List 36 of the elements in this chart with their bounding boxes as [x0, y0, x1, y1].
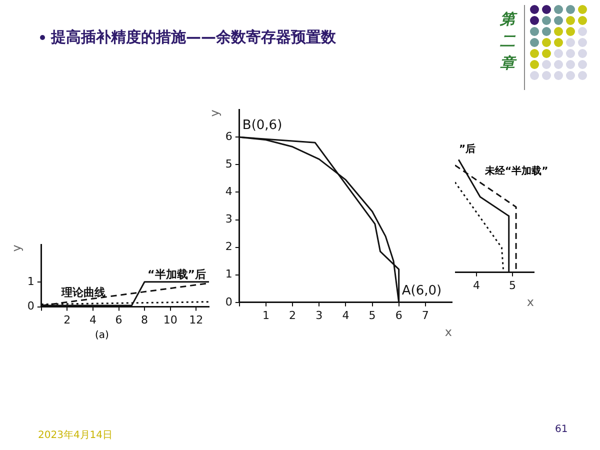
y-tick-label: 5: [225, 158, 232, 171]
x-tick-label: 10: [163, 313, 178, 326]
y-tick-label: 2: [225, 240, 232, 254]
text: 61: [555, 424, 568, 435]
y-tick-label: 0: [225, 295, 232, 308]
x-axis-title: x: [444, 324, 452, 339]
text: ”后: [459, 142, 476, 156]
x-tick-label: 7: [422, 308, 429, 322]
y-tick-label: 4: [225, 185, 232, 198]
x-tick-label: 4: [89, 313, 96, 326]
y-tick-label: 3: [225, 212, 232, 226]
text: 第二章: [500, 9, 516, 74]
x-tick-label: 1: [262, 308, 270, 322]
series-label: “半加载”后: [148, 268, 206, 281]
y-tick-label: 6: [225, 130, 232, 143]
x-tick-label: 5: [368, 308, 376, 322]
chart-title: 提高插补精度的措施——余数寄存器预置数: [50, 28, 336, 47]
x-tick-label: 4: [342, 308, 350, 322]
annotation: B(0,6): [242, 118, 282, 134]
series-label: 理论曲线: [60, 286, 106, 299]
x-tick-label: 6: [115, 313, 122, 326]
x-tick-label: 2: [64, 313, 71, 326]
y-axis-title: y: [9, 244, 24, 252]
text: 2023年4月14日: [38, 429, 113, 442]
annotation: A(6,0): [402, 283, 442, 298]
y-axis-title: y: [207, 110, 222, 117]
x-tick-label: 6: [395, 308, 402, 322]
y-tick-label: 0: [27, 300, 34, 313]
x-tick-label: 8: [141, 313, 148, 326]
x-tick-label: 3: [316, 308, 323, 322]
x-tick-label: 12: [189, 313, 204, 326]
x-tick-label: 2: [289, 308, 296, 322]
x-axis-title: x: [526, 294, 534, 309]
y-tick-label: 1: [225, 268, 232, 281]
text: (a): [95, 330, 109, 341]
annotation: 未经“半加载”: [485, 164, 548, 178]
